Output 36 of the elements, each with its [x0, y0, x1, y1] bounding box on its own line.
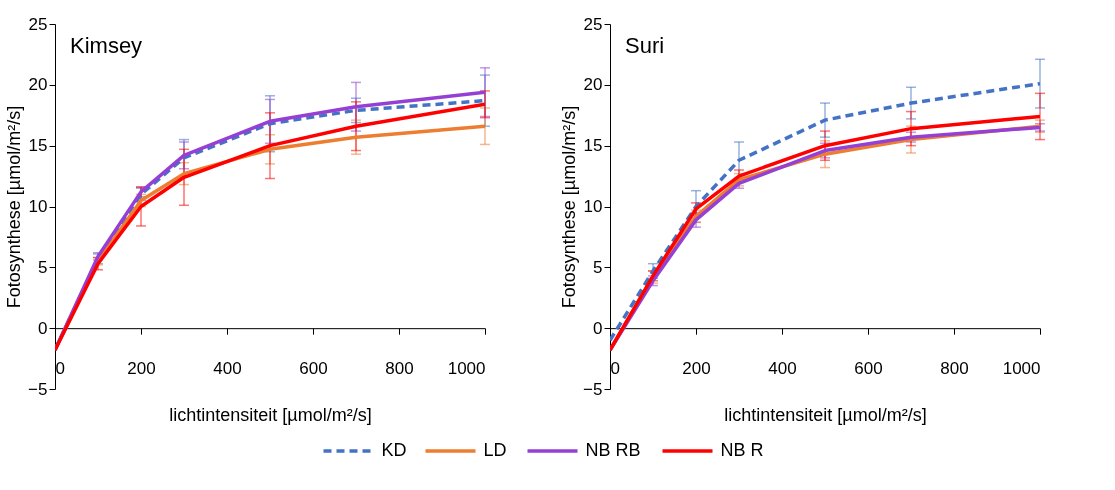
x-tick-label: 800 [940, 358, 969, 378]
x-tick-label: 600 [299, 358, 328, 378]
y-tick-label: 0 [593, 318, 603, 338]
y-tick-label: −5 [28, 379, 48, 399]
x-axis-title: lichtintensiteit [µmol/m²/s] [169, 404, 372, 425]
x-axis-title: lichtintensiteit [µmol/m²/s] [724, 404, 927, 425]
y-tick-label: 0 [38, 318, 48, 338]
y-axis-title: Fotosynthese [µmol/m²/s] [4, 105, 25, 309]
chart-title: Kimsey [70, 33, 143, 58]
x-tick-label: 600 [854, 358, 883, 378]
y-tick-label: 25 [28, 14, 48, 34]
y-tick-label: −5 [583, 379, 603, 399]
y-tick-label: 15 [583, 136, 603, 156]
y-tick-label: 5 [38, 257, 48, 277]
x-tick-label: 1000 [1002, 358, 1041, 378]
x-tick-label: 1000 [447, 358, 486, 378]
legend-label: LD [483, 440, 507, 460]
y-tick-label: 10 [583, 197, 603, 216]
y-axis-title: Fotosynthese [µmol/m²/s] [559, 105, 580, 309]
legend-label: KD [381, 440, 407, 460]
chart-title: Suri [625, 33, 665, 58]
x-tick-label: 0 [610, 358, 620, 378]
y-tick-label: 5 [593, 257, 603, 277]
x-tick-label: 200 [127, 358, 156, 378]
x-tick-label: 400 [768, 358, 797, 378]
y-tick-label: 15 [28, 136, 48, 156]
y-tick-label: 20 [28, 75, 48, 95]
x-tick-label: 800 [385, 358, 414, 378]
legend-label: NB R [720, 440, 764, 460]
x-tick-label: 0 [55, 358, 65, 378]
y-tick-label: 10 [28, 197, 48, 216]
x-tick-label: 400 [213, 358, 242, 378]
y-tick-label: 25 [583, 14, 603, 34]
y-tick-label: 20 [583, 75, 603, 95]
x-tick-label: 200 [682, 358, 711, 378]
legend-label: NB RB [585, 440, 641, 460]
